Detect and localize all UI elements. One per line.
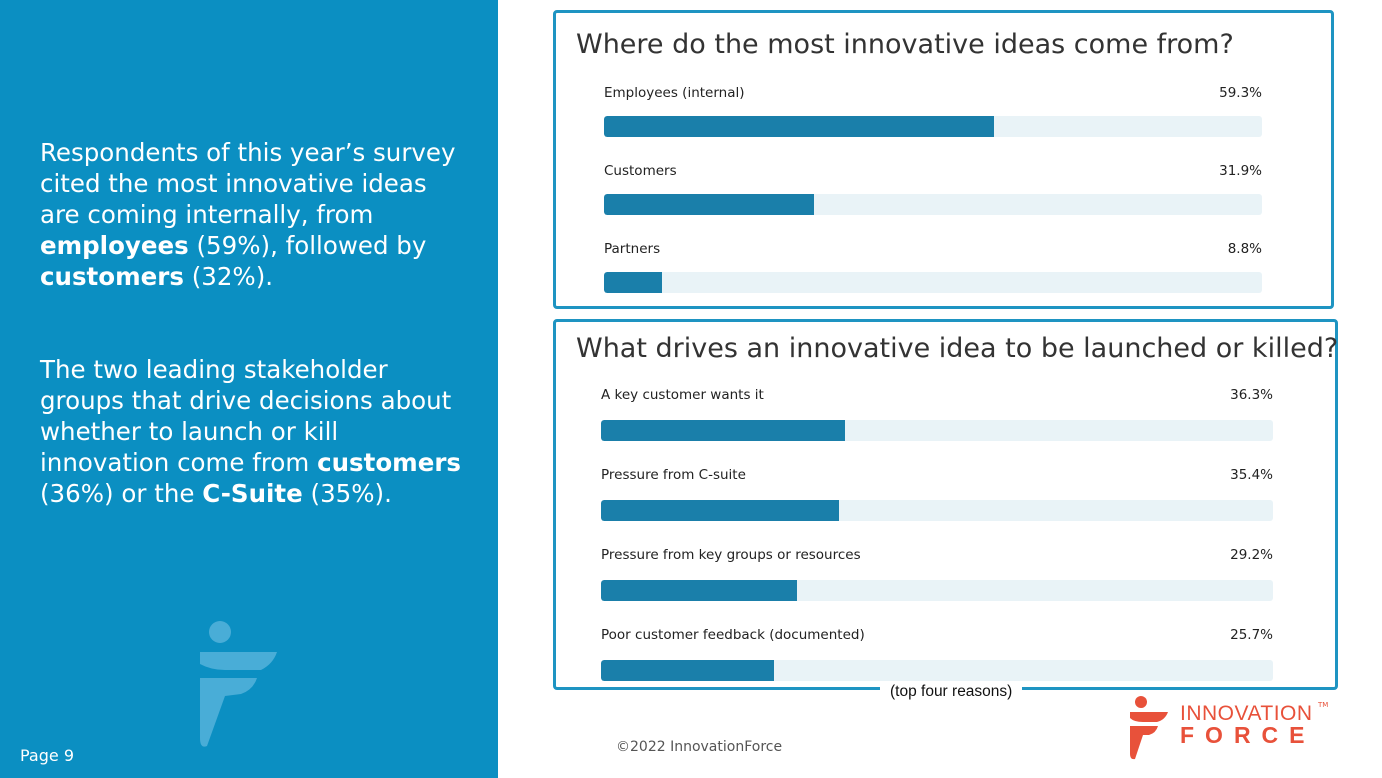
bar-value-label: 29.2% — [1230, 547, 1273, 563]
bar — [601, 660, 774, 681]
bar — [604, 272, 662, 293]
bar-value-label: 35.4% — [1230, 467, 1273, 483]
summary-paragraph-decisions: The two leading stakeholder groups that … — [40, 354, 470, 509]
bar-track — [601, 660, 1273, 681]
bar-label: Poor customer feedback (documented) — [601, 627, 865, 643]
bar-label: Partners — [604, 241, 661, 257]
text-segment: The two leading stakeholder groups that … — [40, 355, 452, 477]
bar-value-label: 59.3% — [1219, 85, 1262, 101]
bar-label: Customers — [604, 163, 677, 179]
logo-text-line1: INNOVATION — [1180, 702, 1313, 725]
bar-track — [601, 420, 1273, 441]
bar — [601, 420, 845, 441]
bar-track — [604, 194, 1262, 215]
bar-value-label: 31.9% — [1219, 163, 1262, 179]
bar-value-label: 36.3% — [1230, 387, 1273, 403]
logo-text-line2: FORCE — [1180, 722, 1316, 748]
bar-label: A key customer wants it — [601, 387, 764, 403]
bar-track — [601, 580, 1273, 601]
bar-track — [604, 272, 1262, 293]
bar-track — [601, 500, 1273, 521]
innovationforce-logo: INNOVATION TM FORCE — [1128, 695, 1328, 761]
left-panel: Respondents of this year’s survey cited … — [0, 0, 498, 778]
chart-card-idea-sources: Where do the most innovative ideas come … — [553, 10, 1334, 309]
bar-value-label: 25.7% — [1230, 627, 1273, 643]
bar-value-label: 8.8% — [1227, 241, 1262, 257]
text-segment: (59%), followed by — [188, 231, 427, 260]
text-segment: (36%) or the — [40, 479, 203, 508]
bar — [601, 580, 798, 601]
bar-label: Employees (internal) — [604, 85, 745, 101]
bar-label: Pressure from key groups or resources — [601, 547, 861, 563]
bar — [604, 116, 995, 137]
text-segment: (35%). — [302, 479, 392, 508]
highlight-text: customers — [40, 262, 184, 291]
summary-paragraph-ideas: Respondents of this year’s survey cited … — [40, 137, 470, 292]
bar-label: Pressure from C-suite — [601, 467, 746, 483]
copyright-text: ©2022 InnovationForce — [616, 739, 783, 755]
logo-trademark: TM — [1318, 701, 1329, 709]
chart-title: What drives an innovative idea to be lau… — [576, 333, 1339, 364]
highlight-text: C-Suite — [202, 479, 303, 508]
bar — [601, 500, 839, 521]
chart-card-launch-drivers: What drives an innovative idea to be lau… — [553, 319, 1338, 690]
bar-track — [604, 116, 1262, 137]
bar — [604, 194, 814, 215]
innovationforce-logo-icon — [1130, 696, 1168, 760]
page-number: Page 9 — [20, 746, 74, 765]
text-segment: Respondents of this year’s survey cited … — [40, 138, 456, 229]
text-segment: (32%). — [183, 262, 274, 291]
highlight-text: employees — [40, 231, 189, 260]
highlight-text: customers — [317, 448, 461, 477]
chart-title: Where do the most innovative ideas come … — [576, 29, 1234, 60]
chart-annotation: (top four reasons) — [880, 683, 1023, 701]
innovationforce-watermark-icon — [200, 621, 277, 747]
